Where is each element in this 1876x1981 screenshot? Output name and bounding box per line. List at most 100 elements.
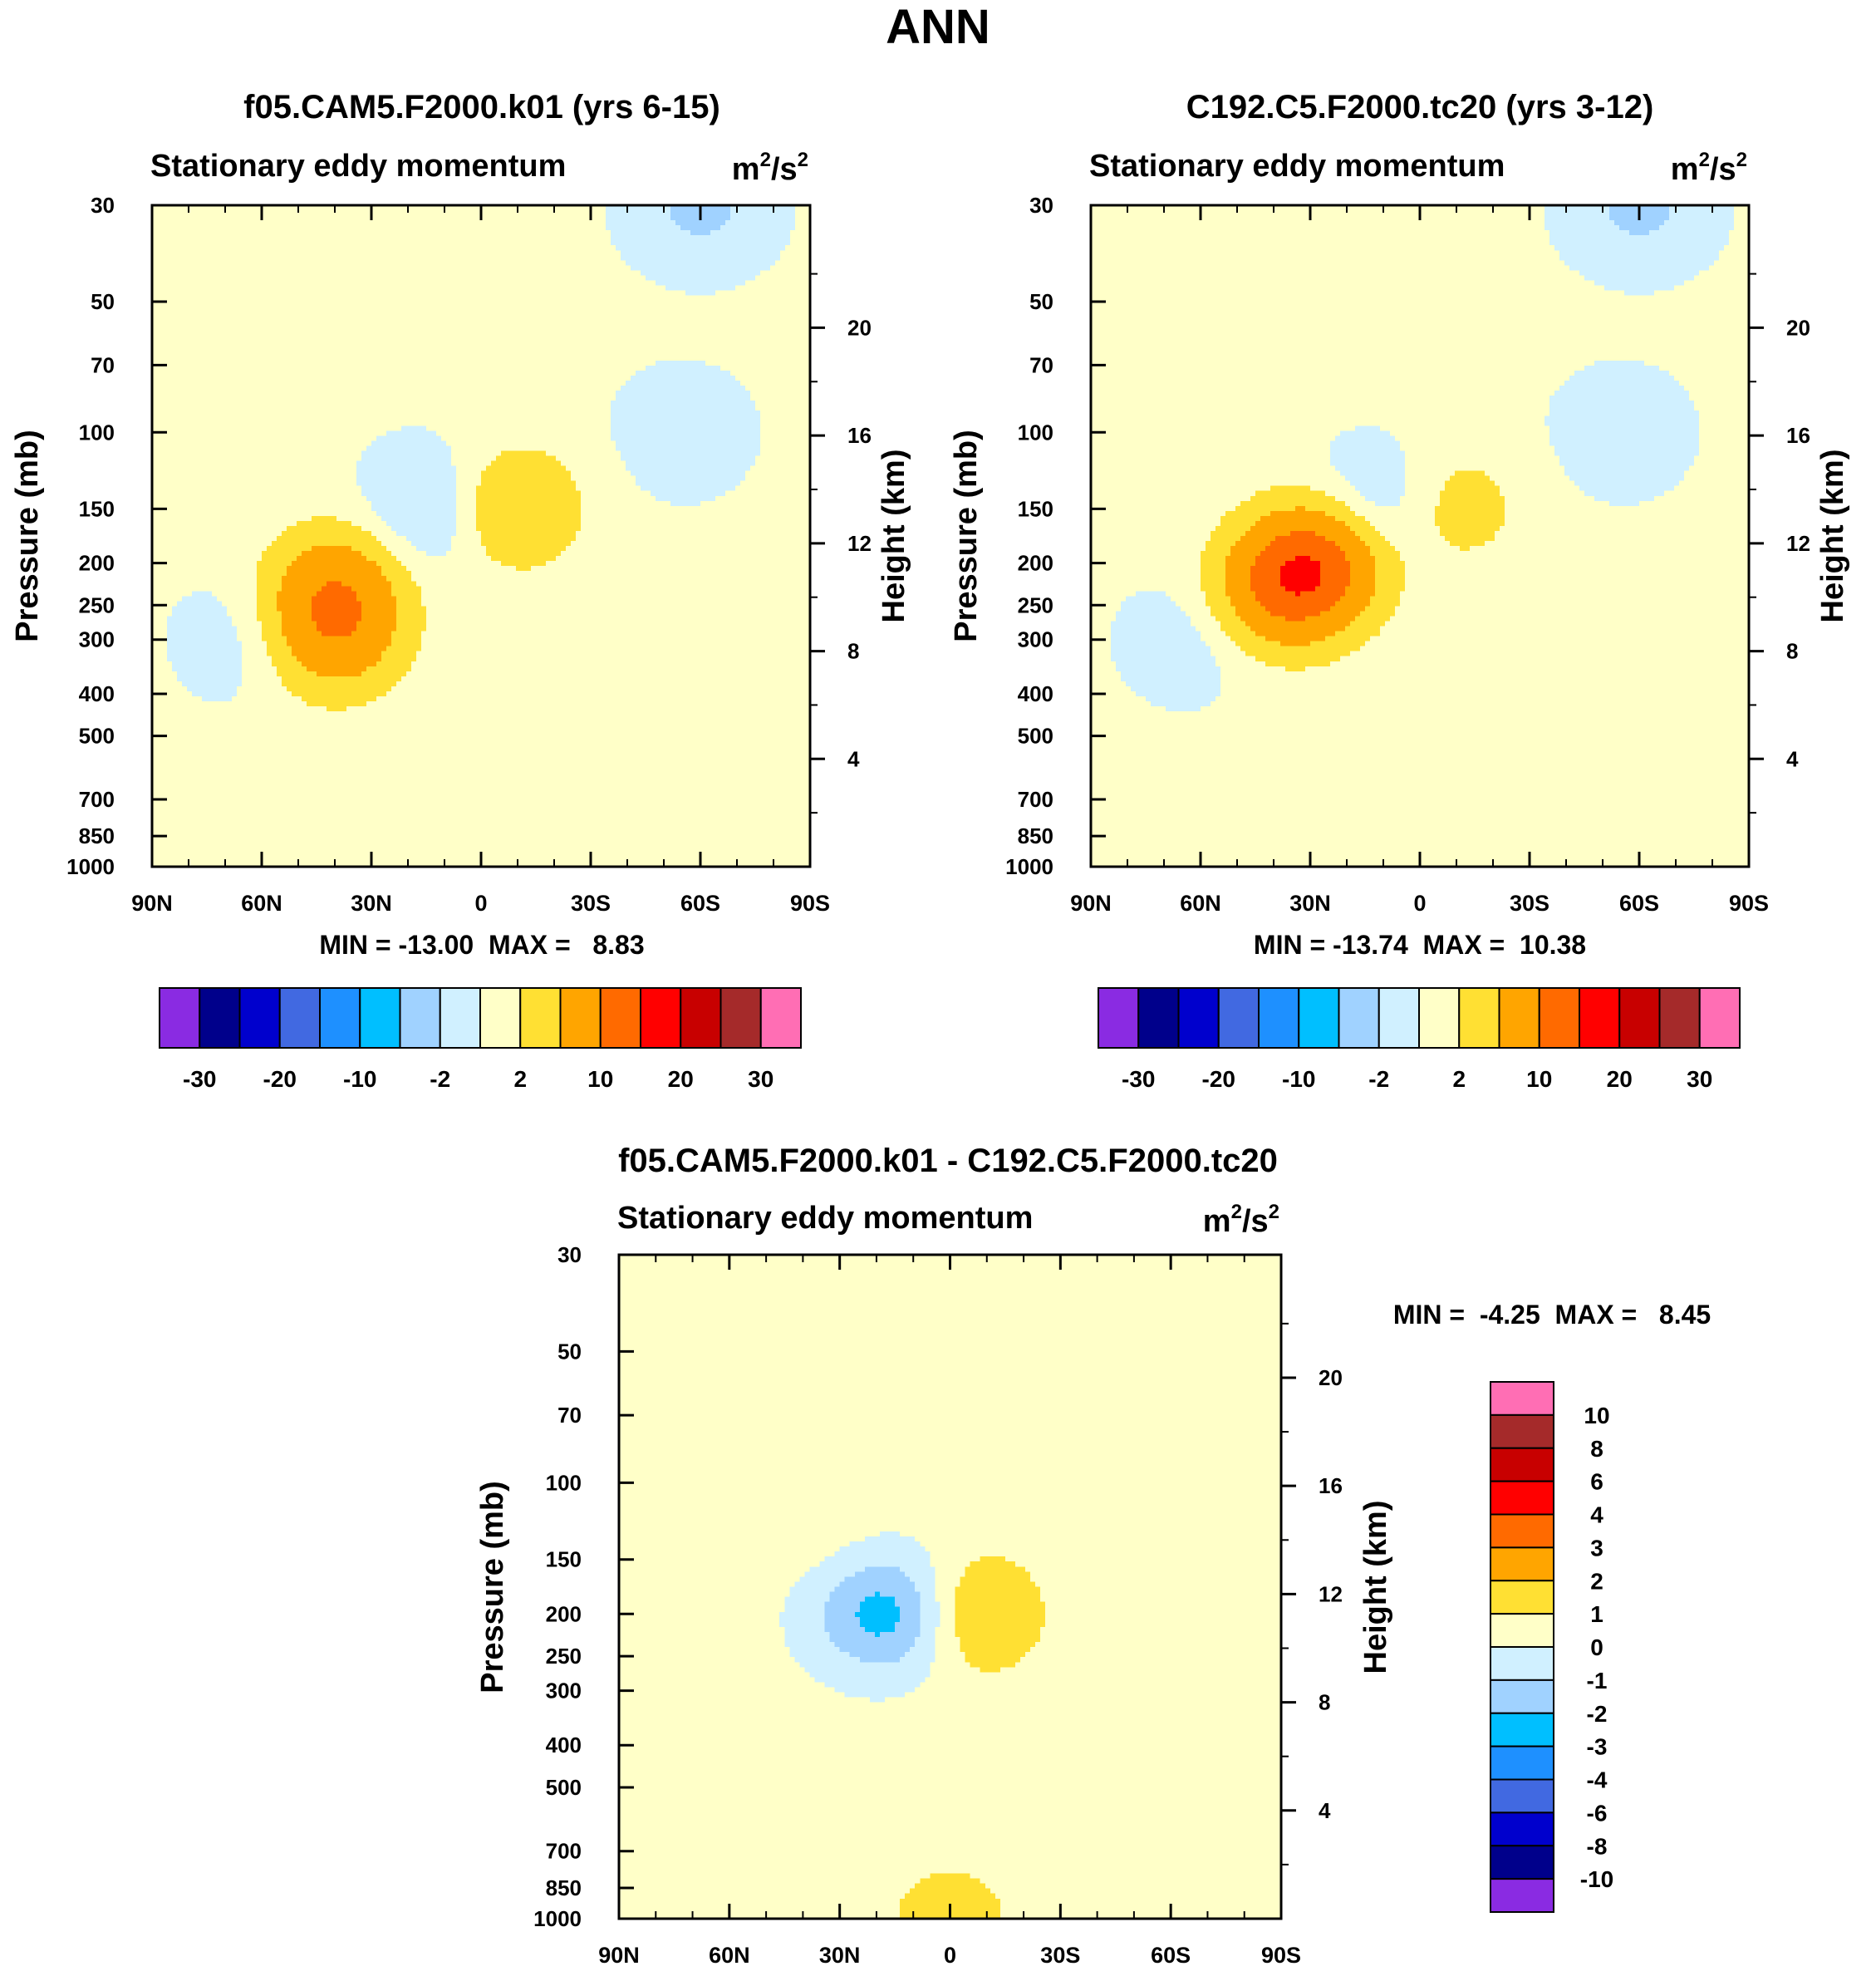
panel-b-colorbar-label: 10 xyxy=(1526,1066,1552,1092)
panel-a-colorbar-label: -2 xyxy=(430,1066,450,1092)
panel-c-y-tick-label: 100 xyxy=(546,1470,582,1495)
panel-a-x-tick-label: 30S xyxy=(571,891,611,916)
panel-b-y-tick-label: 30 xyxy=(1029,193,1053,218)
panel-b-colorbar-label: 30 xyxy=(1687,1066,1712,1092)
panel-b-y-tick-label: 200 xyxy=(1018,551,1053,576)
panel-a-colorbar-swatch xyxy=(240,988,280,1048)
panel-b-x-tick-label: 30N xyxy=(1289,891,1331,916)
panel-b-colorbar-swatch xyxy=(1660,988,1700,1048)
panel-a-colorbar-swatch xyxy=(160,988,199,1048)
panel-a-y2-tick-label: 4 xyxy=(847,746,860,771)
panel-c-colorbar-swatch xyxy=(1490,1382,1554,1415)
panel-a-y2label: Height (km) xyxy=(877,450,911,623)
panel-b-title: C192.C5.F2000.tc20 (yrs 3-12) xyxy=(1186,89,1654,125)
panel-c-colorbar-label: 3 xyxy=(1590,1535,1603,1561)
panel-b-y-tick-label: 300 xyxy=(1018,627,1053,652)
panel-b-colorbar-swatch xyxy=(1419,988,1459,1048)
panel-a-y2-tick-label: 20 xyxy=(847,315,872,340)
panel-a-colorbar-swatch xyxy=(641,988,680,1048)
panel-c-colorbar-label: -3 xyxy=(1587,1734,1608,1760)
panel-c-subtitle: Stationary eddy momentum xyxy=(617,1201,1033,1236)
panel-a-min-max: MIN = -13.00 MAX = 8.83 xyxy=(319,930,644,960)
panel-c-colorbar-swatch xyxy=(1490,1747,1554,1780)
panel-a-units: m2/s2 xyxy=(732,149,808,187)
panel-a-title: f05.CAM5.F2000.k01 (yrs 6-15) xyxy=(243,89,720,125)
panel-a-colorbar-swatch xyxy=(360,988,400,1048)
panel-c-colorbar-swatch xyxy=(1490,1780,1554,1813)
panel-a-y-tick-label: 150 xyxy=(79,496,115,521)
panel-c-colorbar-label: -4 xyxy=(1587,1767,1608,1793)
panel-b-colorbar-label: -10 xyxy=(1282,1066,1315,1092)
panel-b-colorbar-label: -20 xyxy=(1202,1066,1235,1092)
panel-a-y-tick-label: 100 xyxy=(79,420,115,445)
panel-a-colorbar-label: 20 xyxy=(668,1066,694,1092)
panel-a-y-tick-label: 400 xyxy=(79,681,115,706)
panel-c-colorbar-swatch xyxy=(1490,1879,1554,1912)
panels: 90N 60N 30N 0 30S 60S 90S305070100150200250300… xyxy=(10,89,1850,1968)
panel-c-y-tick-label: 50 xyxy=(557,1339,582,1364)
panel-a-y-tick-label: 70 xyxy=(91,352,115,377)
panel-c-y-tick-label: 1000 xyxy=(533,1906,582,1931)
panel-b-colorbar-label: -30 xyxy=(1122,1066,1155,1092)
panel-b-colorbar-swatch xyxy=(1138,988,1178,1048)
panel-b-min-max: MIN = -13.74 MAX = 10.38 xyxy=(1254,930,1586,960)
panel-a-y2-tick-label: 8 xyxy=(847,639,859,664)
figure: ANN 90N 60N 30N 0 30S 60S 90S30507010015020025… xyxy=(0,0,1876,1981)
panel-a-colorbar-swatch xyxy=(280,988,320,1048)
panel-b-colorbar-swatch xyxy=(1259,988,1299,1048)
panel-b-y-tick-label: 500 xyxy=(1018,724,1053,749)
panel-a-colorbar-swatch xyxy=(601,988,641,1048)
panel-c-colorbar-swatch xyxy=(1490,1415,1554,1448)
panel-a-colorbar-label: 30 xyxy=(748,1066,773,1092)
panel-a-x-tick-label: 90N xyxy=(131,891,173,916)
panel-a-colorbar-swatch xyxy=(761,988,801,1048)
panel-b-colorbar-swatch xyxy=(1500,988,1540,1048)
panel-b-x-tick-label: 90S xyxy=(1729,891,1769,916)
panel-b-x-tick-label: 60S xyxy=(1619,891,1659,916)
panel-b-x-tick-label: 0 xyxy=(1413,891,1426,916)
panel-c-colorbar-label: -2 xyxy=(1587,1701,1608,1727)
panel-c-x-tick-label: 60S xyxy=(1151,1943,1191,1968)
panel-b-y-tick-label: 1000 xyxy=(1005,854,1053,879)
panel-a-colorbar-swatch xyxy=(440,988,480,1048)
panel-b-field xyxy=(1091,205,1750,868)
panel-a-colorbar-label: -30 xyxy=(183,1066,216,1092)
panel-c-colorbar-swatch xyxy=(1490,1812,1554,1846)
panel-a-y-tick-label: 300 xyxy=(79,627,115,652)
panel-b-y-tick-label: 50 xyxy=(1029,289,1053,314)
panel-a-y-tick-label: 30 xyxy=(91,193,115,218)
panel-c-y-tick-label: 30 xyxy=(557,1242,582,1267)
panel-a-x-tick-label: 30N xyxy=(351,891,392,916)
panel-b-y-tick-label: 850 xyxy=(1018,823,1053,848)
panel-c-colorbar-label: 0 xyxy=(1590,1634,1603,1660)
panel-a-y2-tick-label: 16 xyxy=(847,423,872,448)
panel-a-subtitle: Stationary eddy momentum xyxy=(150,149,566,184)
panel-c-x-tick-label: 90S xyxy=(1261,1943,1301,1968)
panel-b-y-tick-label: 70 xyxy=(1029,352,1053,377)
panel-c-x-tick-label: 30N xyxy=(819,1943,861,1968)
panel-c-x-tick-label: 90N xyxy=(598,1943,640,1968)
panel-c-colorbar-label: -1 xyxy=(1587,1668,1608,1693)
panel-a-colorbar-swatch xyxy=(199,988,239,1048)
panel-c-min-max: MIN = -4.25 MAX = 8.45 xyxy=(1393,1300,1711,1330)
panel-c-y2-tick-label: 12 xyxy=(1319,1581,1343,1606)
panel-b-colorbar-swatch xyxy=(1379,988,1419,1048)
panel-b-y-tick-label: 250 xyxy=(1018,592,1053,617)
panel-c-colorbar-label: -6 xyxy=(1587,1800,1608,1826)
panel-a-y-tick-label: 1000 xyxy=(66,854,115,879)
panel-b-x-tick-label: 60N xyxy=(1180,891,1221,916)
panel-c-colorbar-label: 6 xyxy=(1590,1469,1603,1495)
panel-c-y-tick-label: 500 xyxy=(546,1775,582,1800)
page-title: ANN xyxy=(886,0,990,54)
panel-a-colorbar-swatch xyxy=(320,988,360,1048)
panel-c-y-tick-label: 70 xyxy=(557,1403,582,1428)
panel-b-y-tick-label: 700 xyxy=(1018,787,1053,812)
panel-c-x-tick-label: 0 xyxy=(944,1943,956,1968)
panel-c-y-tick-label: 200 xyxy=(546,1601,582,1626)
panel-b-y2-tick-label: 8 xyxy=(1786,639,1798,664)
panel-c-colorbar-label: -10 xyxy=(1580,1866,1613,1892)
panel-b-colorbar-swatch xyxy=(1219,988,1259,1048)
panel-b-y-tick-label: 150 xyxy=(1018,496,1053,521)
panel-a-y-tick-label: 500 xyxy=(79,724,115,749)
